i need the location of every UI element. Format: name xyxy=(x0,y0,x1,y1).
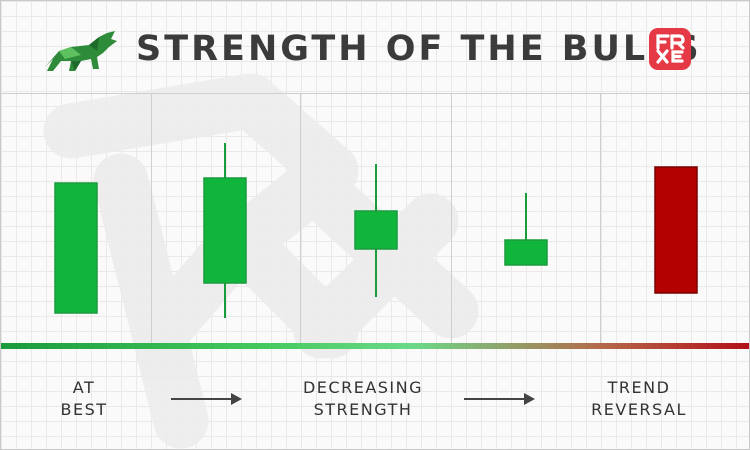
arrow-right-icon xyxy=(171,393,242,405)
candlestick-chart xyxy=(54,143,698,318)
stage-label-line: STRENGTH xyxy=(313,400,413,419)
bullish-candle-body xyxy=(203,177,247,284)
stage-label-at-best: AT BEST xyxy=(49,377,119,421)
bull-icon xyxy=(45,31,117,71)
stage-label-line: BEST xyxy=(60,400,108,419)
stage-label-line: DECREASING xyxy=(302,378,423,397)
column-divider xyxy=(451,94,452,343)
page-title: STRENGTH OF THE BULLS xyxy=(136,29,702,69)
stage-label-trend-reversal: TREND REVERSAL xyxy=(579,377,699,421)
bullish-candle-body xyxy=(354,210,398,250)
header: STRENGTH OF THE BULLS xyxy=(1,1,749,94)
arrow-right-icon xyxy=(464,393,535,405)
bearish-candle-body xyxy=(654,166,698,294)
bullish-candle-body xyxy=(54,182,98,314)
column-divider xyxy=(151,94,152,343)
stage-label-line: TREND xyxy=(607,378,671,397)
stage-label-decreasing-strength: DECREASING STRENGTH xyxy=(293,377,433,421)
bullish-candle-body xyxy=(504,239,548,266)
strength-gradient-bar xyxy=(1,343,749,349)
stage-label-line: AT xyxy=(72,378,96,397)
frxe-logo xyxy=(649,28,691,70)
stage-label-line: REVERSAL xyxy=(591,400,687,419)
column-divider xyxy=(300,94,301,343)
column-divider xyxy=(600,94,601,343)
